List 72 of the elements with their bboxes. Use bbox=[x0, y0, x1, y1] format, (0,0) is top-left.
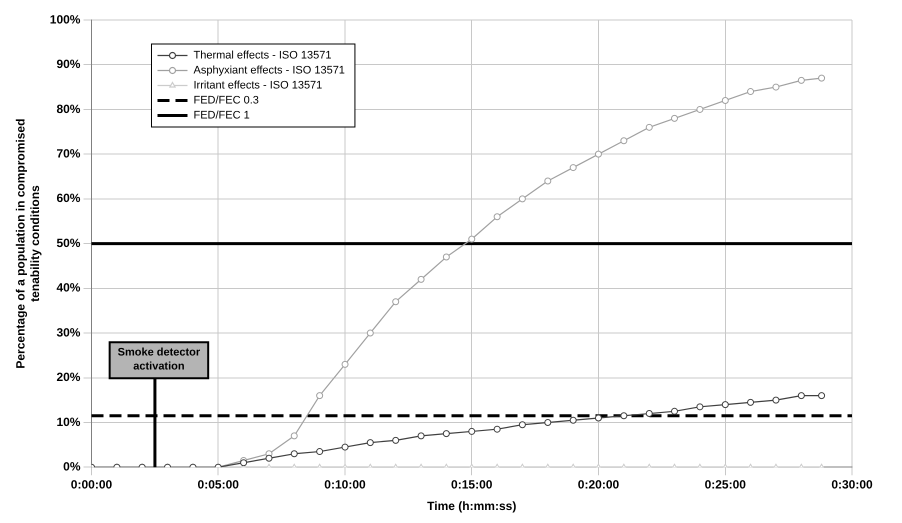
point bbox=[468, 236, 476, 243]
point bbox=[696, 106, 704, 113]
point bbox=[696, 403, 704, 410]
y-tick-label: 0% bbox=[63, 460, 81, 474]
y-tick-label: 30% bbox=[56, 325, 81, 340]
point bbox=[722, 401, 729, 408]
point bbox=[798, 76, 805, 84]
point bbox=[594, 150, 602, 158]
x-tick-label: 0:25:00 bbox=[704, 478, 746, 492]
y-tick-label: 100% bbox=[50, 12, 81, 26]
x-tick-label: 0:20:00 bbox=[578, 478, 620, 492]
point bbox=[392, 436, 400, 444]
point bbox=[418, 432, 425, 440]
point bbox=[290, 432, 298, 440]
y-tick-label: 80% bbox=[56, 102, 81, 116]
point bbox=[316, 392, 324, 400]
x-tick-label: 0:10:00 bbox=[324, 478, 366, 492]
point bbox=[670, 408, 678, 415]
point bbox=[316, 448, 324, 456]
legend-label: Thermal effects - ISO 13571 bbox=[193, 50, 332, 62]
point bbox=[518, 195, 526, 202]
x-tick-label: 0:15:00 bbox=[451, 478, 493, 492]
point bbox=[772, 396, 780, 404]
y-tick-label: 60% bbox=[56, 191, 81, 206]
point bbox=[392, 298, 400, 306]
point bbox=[818, 74, 826, 82]
point bbox=[442, 430, 450, 438]
legend-label: Asphyxiant effects - ISO 13571 bbox=[193, 64, 345, 77]
point bbox=[544, 177, 552, 184]
point bbox=[722, 96, 729, 104]
y-tick-label: 40% bbox=[56, 280, 81, 295]
point bbox=[442, 254, 450, 261]
legend-label: Irritant effects - ISO 13571 bbox=[193, 80, 322, 92]
point bbox=[772, 84, 780, 91]
point bbox=[670, 114, 678, 122]
point bbox=[646, 124, 653, 131]
point bbox=[798, 392, 805, 400]
point bbox=[342, 444, 349, 451]
point bbox=[646, 410, 653, 418]
x-tick-label: 0:05:00 bbox=[198, 478, 240, 492]
point bbox=[290, 450, 298, 458]
point bbox=[570, 164, 577, 172]
point bbox=[544, 418, 552, 426]
y-axis-title: Percentage of a population in compromised tenability conditions bbox=[14, 118, 42, 369]
point bbox=[418, 276, 425, 283]
point bbox=[366, 439, 374, 446]
point bbox=[240, 459, 248, 466]
point bbox=[620, 412, 628, 420]
point bbox=[747, 398, 754, 406]
y-tick-label: 90% bbox=[56, 57, 81, 72]
annotation: Smoke detector activation bbox=[118, 346, 201, 373]
y-tick-label: 50% bbox=[56, 236, 81, 250]
point bbox=[818, 392, 826, 400]
legend-label: FED/FEC 1 bbox=[193, 110, 250, 122]
point bbox=[265, 454, 272, 462]
x-axis-title: Time (h:mm:ss) bbox=[427, 499, 516, 514]
point bbox=[468, 428, 476, 435]
point bbox=[342, 360, 349, 368]
point bbox=[494, 426, 501, 433]
point bbox=[494, 213, 501, 220]
point bbox=[620, 137, 628, 144]
point bbox=[570, 416, 577, 424]
point bbox=[594, 414, 602, 422]
y-tick-label: 70% bbox=[56, 146, 81, 160]
x-tick-label: 0:30:00 bbox=[831, 478, 873, 492]
point bbox=[747, 88, 754, 96]
x-tick-label: 0:00:00 bbox=[70, 478, 112, 492]
y-tick-label: 20% bbox=[56, 370, 81, 384]
y-tick-label: 10% bbox=[56, 414, 81, 429]
point bbox=[366, 330, 374, 337]
point bbox=[518, 421, 526, 428]
legend-label: FED/FEC 0.3 bbox=[193, 94, 259, 107]
